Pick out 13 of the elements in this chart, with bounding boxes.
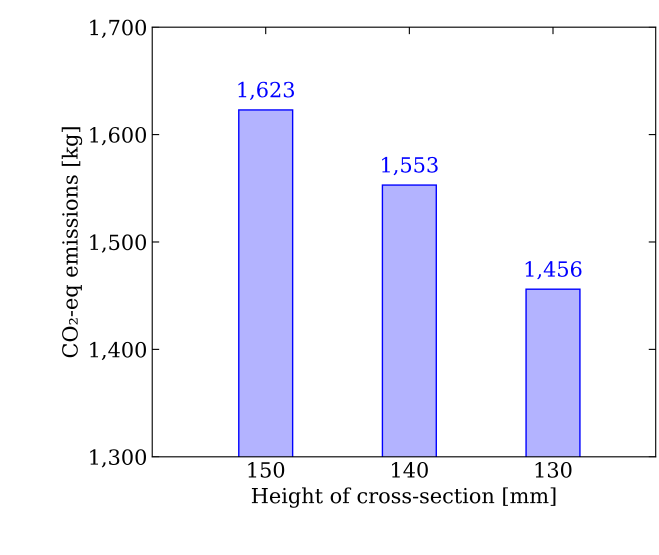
data-label: 1,553 bbox=[382, 156, 438, 176]
x-tick-label: 150 bbox=[248, 462, 284, 478]
data-label: 1,456 bbox=[526, 261, 582, 280]
x-tick-label: 140 bbox=[392, 462, 428, 478]
y-tick-label: 1,600 bbox=[90, 127, 146, 146]
data-label: 1,623 bbox=[238, 82, 294, 100]
y-tick-label: 1,300 bbox=[90, 449, 146, 468]
y-tick-label: 1,700 bbox=[90, 20, 146, 38]
y-axis-title: CO₂-eq emissions [kg] bbox=[62, 127, 82, 358]
x-axis-title: Height of cross-section [mm] bbox=[252, 487, 556, 508]
y-tick-label: 1,400 bbox=[90, 342, 146, 360]
y-tick-label: 1,500 bbox=[90, 234, 146, 253]
x-tick-label: 130 bbox=[536, 462, 572, 478]
